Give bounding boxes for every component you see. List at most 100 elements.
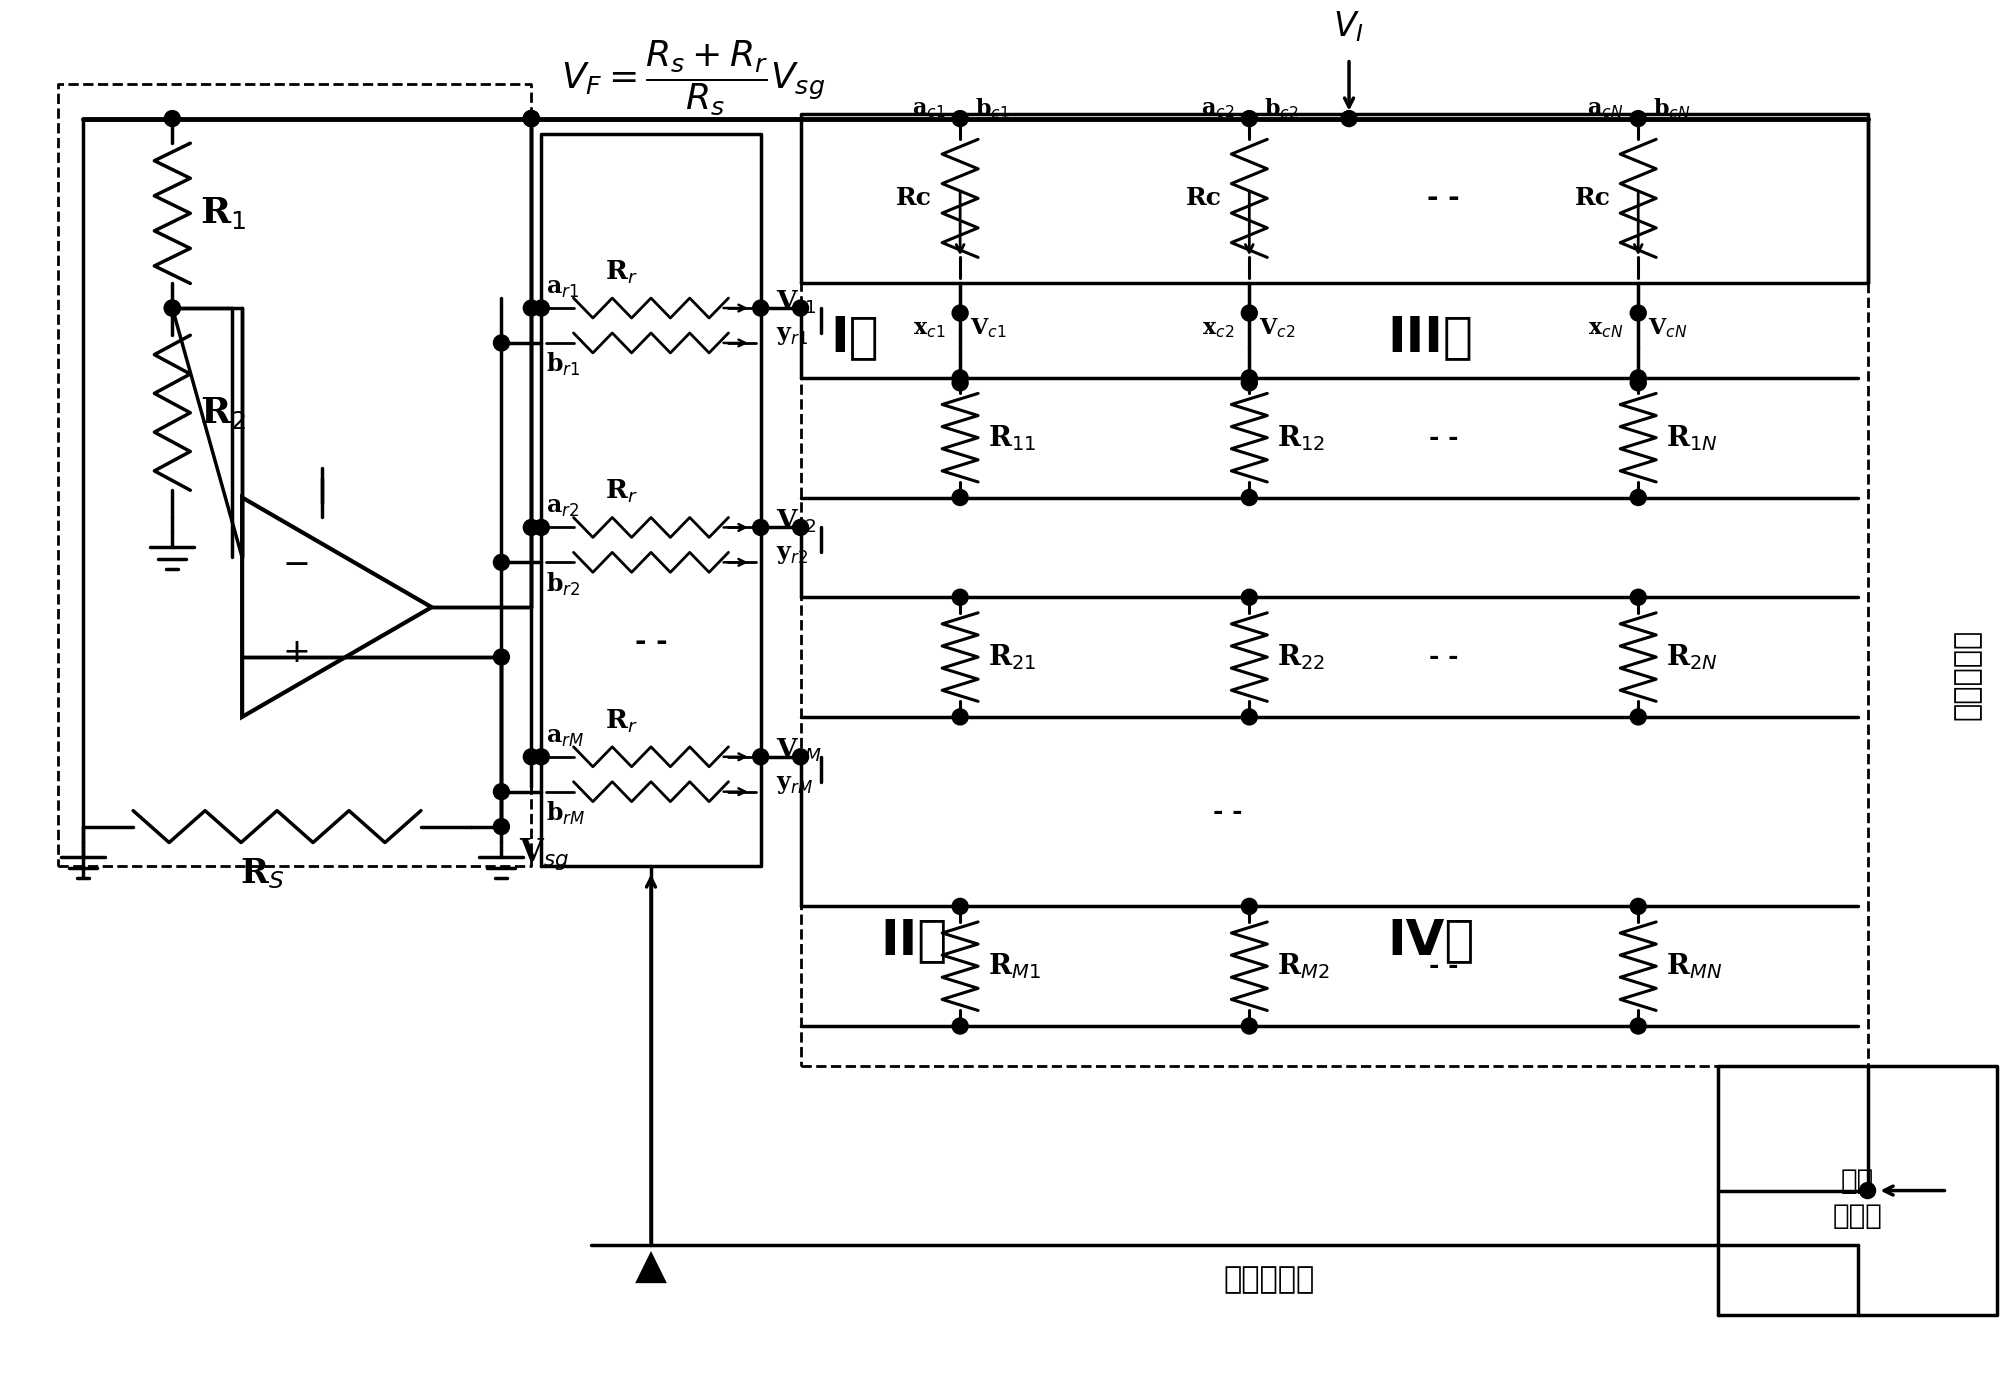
Text: R$_r$: R$_r$ [604, 478, 636, 505]
Text: V$_{c1}$: V$_{c1}$ [969, 317, 1006, 340]
Text: R$_r$: R$_r$ [604, 707, 636, 735]
Circle shape [951, 589, 967, 605]
Text: R$_{12}$: R$_{12}$ [1276, 423, 1325, 452]
Circle shape [494, 335, 510, 352]
Circle shape [1240, 370, 1256, 386]
Circle shape [524, 519, 540, 536]
Text: I区: I区 [831, 312, 879, 361]
Text: a$_{cN}$: a$_{cN}$ [1586, 98, 1622, 120]
Circle shape [1630, 490, 1646, 505]
Text: R$_S$: R$_S$ [241, 857, 285, 891]
Text: R$_{22}$: R$_{22}$ [1276, 642, 1325, 672]
Text: II区: II区 [879, 917, 947, 964]
Circle shape [1630, 709, 1646, 725]
Text: R$_{1N}$: R$_{1N}$ [1666, 423, 1718, 452]
Text: a$_{r2}$: a$_{r2}$ [546, 495, 580, 519]
Circle shape [1240, 898, 1256, 914]
Circle shape [534, 300, 550, 317]
Text: 控制器: 控制器 [1832, 1201, 1883, 1229]
Text: Rc: Rc [1573, 187, 1610, 211]
Text: R$_{2N}$: R$_{2N}$ [1666, 642, 1718, 672]
Text: Rc: Rc [1184, 187, 1220, 211]
Circle shape [1630, 306, 1646, 321]
Circle shape [1630, 1018, 1646, 1034]
Circle shape [534, 519, 550, 536]
Circle shape [951, 1018, 967, 1034]
Text: V$_{c2}$: V$_{c2}$ [1258, 317, 1295, 340]
Text: 列控制信号: 列控制信号 [1953, 629, 1981, 720]
Text: a$_{c2}$: a$_{c2}$ [1200, 98, 1234, 120]
Text: - -: - - [1429, 644, 1457, 670]
Text: IV区: IV区 [1387, 917, 1473, 964]
Circle shape [951, 709, 967, 725]
Circle shape [494, 649, 510, 665]
Text: R$_2$: R$_2$ [201, 395, 247, 431]
Circle shape [753, 519, 769, 536]
Circle shape [1240, 490, 1256, 505]
Text: R$_{M1}$: R$_{M1}$ [987, 951, 1040, 981]
Text: R$_1$: R$_1$ [201, 195, 247, 232]
Text: - -: - - [1212, 799, 1242, 823]
Text: ▲: ▲ [634, 1246, 666, 1288]
Text: $V_I$: $V_I$ [1333, 10, 1365, 43]
Circle shape [1240, 1018, 1256, 1034]
Circle shape [1630, 898, 1646, 914]
Circle shape [951, 490, 967, 505]
Text: V$_{cN}$: V$_{cN}$ [1648, 317, 1686, 340]
Circle shape [1341, 110, 1357, 127]
Text: b$_{rM}$: b$_{rM}$ [546, 799, 586, 827]
Text: R$_{21}$: R$_{21}$ [987, 642, 1036, 672]
Text: R$_r$: R$_r$ [604, 258, 636, 286]
Text: b$_{c1}$: b$_{c1}$ [975, 96, 1010, 121]
Text: R$_{11}$: R$_{11}$ [987, 423, 1036, 452]
Circle shape [534, 749, 550, 764]
Text: $+$: $+$ [281, 636, 309, 668]
Text: V$_{sg}$: V$_{sg}$ [520, 837, 570, 872]
Text: - -: - - [1429, 425, 1457, 449]
Text: b$_{r1}$: b$_{r1}$ [546, 352, 580, 378]
Text: R$_{MN}$: R$_{MN}$ [1666, 951, 1722, 981]
Circle shape [951, 110, 967, 127]
Text: y$_{r2}$: y$_{r2}$ [775, 543, 807, 566]
Text: $-$: $-$ [281, 545, 309, 579]
Circle shape [494, 784, 510, 799]
Circle shape [494, 819, 510, 834]
Circle shape [793, 300, 809, 317]
Text: Rc: Rc [895, 187, 931, 211]
Text: b$_{cN}$: b$_{cN}$ [1652, 96, 1690, 121]
Text: x$_{c2}$: x$_{c2}$ [1202, 318, 1234, 340]
Text: 扫描: 扫描 [1840, 1166, 1873, 1194]
Circle shape [524, 110, 540, 127]
Text: 行控制信号: 行控制信号 [1222, 1265, 1315, 1295]
Circle shape [951, 898, 967, 914]
Text: b$_{c2}$: b$_{c2}$ [1264, 96, 1299, 121]
Circle shape [951, 306, 967, 321]
Circle shape [524, 110, 540, 127]
Circle shape [1858, 1183, 1875, 1198]
Circle shape [524, 749, 540, 764]
Circle shape [753, 749, 769, 764]
Circle shape [524, 300, 540, 317]
Circle shape [1630, 375, 1646, 391]
Text: a$_{r1}$: a$_{r1}$ [546, 276, 580, 300]
Text: $V_F=\dfrac{R_s+R_r}{R_s}V_{sg}$: $V_F=\dfrac{R_s+R_r}{R_s}V_{sg}$ [562, 39, 825, 119]
Text: y$_{rM}$: y$_{rM}$ [775, 771, 813, 795]
Circle shape [524, 110, 540, 127]
Text: - -: - - [1429, 954, 1457, 978]
Text: - -: - - [1427, 184, 1459, 212]
Circle shape [951, 370, 967, 386]
Circle shape [793, 519, 809, 536]
Circle shape [1240, 375, 1256, 391]
Circle shape [793, 749, 809, 764]
Text: a$_{rM}$: a$_{rM}$ [546, 725, 584, 749]
Circle shape [1630, 370, 1646, 386]
Circle shape [165, 300, 181, 317]
Circle shape [1240, 306, 1256, 321]
Circle shape [165, 300, 181, 317]
Circle shape [753, 300, 769, 317]
Text: V$_{r1}$: V$_{r1}$ [775, 289, 815, 315]
Circle shape [1240, 709, 1256, 725]
Circle shape [494, 554, 510, 571]
Text: V$_{r2}$: V$_{r2}$ [775, 508, 815, 536]
Text: R$_{M2}$: R$_{M2}$ [1276, 951, 1329, 981]
